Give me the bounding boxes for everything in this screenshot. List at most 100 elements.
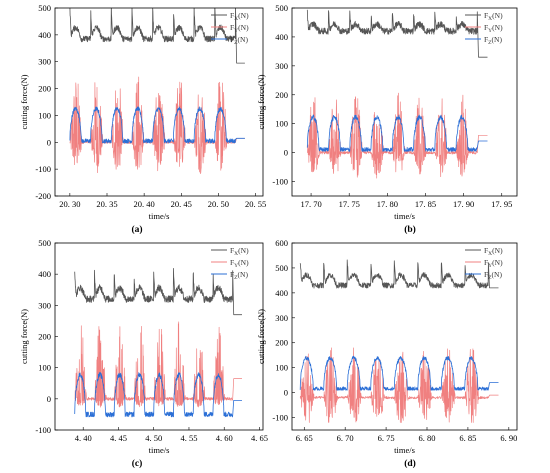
series-line-z xyxy=(306,114,488,152)
y-tick-label: 200 xyxy=(275,338,288,348)
series-line-x xyxy=(299,259,499,289)
x-tick-label: 6. 85 xyxy=(459,433,476,443)
series-group xyxy=(299,259,499,423)
x-tick-label: 6. 65 xyxy=(296,433,313,443)
x-tick-label: 17. 80 xyxy=(377,199,398,209)
plot-frame xyxy=(291,7,518,197)
y-tick-label: 200 xyxy=(38,84,51,94)
x-tick-label: 6. 75 xyxy=(378,433,395,443)
y-tick-label: 100 xyxy=(38,363,51,373)
y-tick-label: 100 xyxy=(38,110,51,120)
legend-entry-y: FY(N) xyxy=(230,258,249,269)
series-line-x xyxy=(69,8,245,64)
x-tick-label: 20. 45 xyxy=(171,199,192,209)
x-tick-label: 17. 75 xyxy=(339,199,360,209)
y-tick-label: 300 xyxy=(38,300,51,310)
panel-label: (c) xyxy=(132,458,143,469)
y-tick-label: 100 xyxy=(275,119,288,129)
chart-panel-d: 6. 65 6. 70 6. 75 6. 80 6. 85 6. 90 -100 0 100 20… xyxy=(256,238,518,469)
series-line-x xyxy=(306,9,488,58)
chart-panel-c: 4. 40 4. 45 4. 50 4. 55 4. 60 4. 65 -100 0 100 20… xyxy=(19,238,268,469)
x-tick-label: 4. 65 xyxy=(251,433,268,443)
x-tick-label: 6. 80 xyxy=(419,433,436,443)
panel-label: (a) xyxy=(131,224,142,235)
legend-entry-y: FY(N) xyxy=(484,23,503,34)
y-tick-label: 0 xyxy=(284,388,288,398)
series-group xyxy=(74,268,242,418)
y-axis-label: cutting force(N) xyxy=(256,309,266,364)
x-tick-label: 6. 90 xyxy=(500,433,517,443)
y-tick-label: 400 xyxy=(275,32,288,42)
y-tick-label: 200 xyxy=(275,90,288,100)
legend-entry-z: FZ(N) xyxy=(484,270,502,281)
legend-entry-x: FX(N) xyxy=(484,246,503,257)
x-tick-label: 6. 70 xyxy=(337,433,354,443)
x-axis-label: time/s xyxy=(394,445,415,455)
series-line-x xyxy=(74,268,242,316)
y-tick-label: 500 xyxy=(38,238,51,248)
x-axis-label: time/s xyxy=(394,211,415,221)
series-line-y xyxy=(74,321,242,408)
legend: FX(N)FY(N)FZ(N) xyxy=(211,246,249,281)
legend-entry-x: FX(N) xyxy=(484,11,503,22)
x-tick-label: 17. 70 xyxy=(300,199,321,209)
x-tick-label: 20. 40 xyxy=(134,199,155,209)
x-tick-label: 4. 50 xyxy=(145,433,162,443)
series-line-y xyxy=(307,92,488,179)
y-tick-label: -100 xyxy=(272,413,288,423)
y-tick-label: -100 xyxy=(35,425,51,435)
y-axis-label: cutting force(N) xyxy=(19,309,29,364)
y-tick-label: -100 xyxy=(35,164,51,174)
y-tick-label: 0 xyxy=(284,148,288,158)
legend-entry-y: FY(N) xyxy=(230,23,249,34)
legend-entry-x: FX(N) xyxy=(230,246,249,257)
y-tick-label: 0 xyxy=(47,394,51,404)
series-group xyxy=(306,9,488,179)
y-tick-label: 500 xyxy=(275,263,288,273)
x-tick-label: 20. 35 xyxy=(96,199,117,209)
legend: FX(N)FY(N)FZ(N) xyxy=(465,11,503,46)
y-tick-label: 400 xyxy=(38,269,51,279)
x-tick-label: 17. 90 xyxy=(453,199,474,209)
chart-panel-a: 20. 30 20. 35 20. 40 20. 45 20. 50 20. 55 -200… xyxy=(19,3,266,235)
y-tick-label: 400 xyxy=(275,288,288,298)
y-axis-label: cutting force(N) xyxy=(19,74,29,129)
legend-entry-z: FZ(N) xyxy=(484,35,502,46)
legend-entry-z: FZ(N) xyxy=(230,270,248,281)
y-tick-label: 500 xyxy=(38,3,51,13)
y-tick-label: 600 xyxy=(275,238,288,248)
y-tick-label: 500 xyxy=(275,3,288,13)
y-tick-label: 400 xyxy=(38,30,51,40)
y-tick-label: 300 xyxy=(275,313,288,323)
legend-entry-y: FY(N) xyxy=(484,258,503,269)
legend: FX(N)FY(N)FZ(N) xyxy=(465,246,503,281)
legend: FX(N)FY(N)FZ(N) xyxy=(211,11,249,46)
x-tick-label: 4. 60 xyxy=(216,433,233,443)
legend-entry-x: FX(N) xyxy=(230,11,249,22)
series-line-y xyxy=(69,76,245,174)
y-tick-label: 300 xyxy=(38,57,51,67)
x-tick-label: 17. 95 xyxy=(491,199,512,209)
series-line-z xyxy=(74,372,242,418)
legend-entry-z: FZ(N) xyxy=(230,35,248,46)
y-tick-label: 100 xyxy=(275,363,288,373)
x-axis-label: time/s xyxy=(149,211,170,221)
y-tick-label: 200 xyxy=(38,332,51,342)
x-tick-label: 20. 55 xyxy=(245,199,266,209)
x-tick-label: 4. 45 xyxy=(110,433,127,443)
x-tick-label: 17. 85 xyxy=(415,199,436,209)
y-tick-label: 300 xyxy=(275,61,288,71)
y-tick-label: -100 xyxy=(272,177,288,187)
panel-label: (b) xyxy=(404,224,416,235)
y-tick-label: -200 xyxy=(35,191,51,201)
plot-frame xyxy=(54,7,264,197)
series-group xyxy=(69,8,245,174)
series-line-y xyxy=(299,347,499,423)
y-axis-label: cutting force(N) xyxy=(256,74,266,129)
series-line-z xyxy=(69,106,245,144)
series-line-z xyxy=(299,355,499,391)
plot-frame xyxy=(291,242,518,431)
x-tick-label: 20. 50 xyxy=(208,199,229,209)
x-tick-label: 4. 40 xyxy=(75,433,92,443)
